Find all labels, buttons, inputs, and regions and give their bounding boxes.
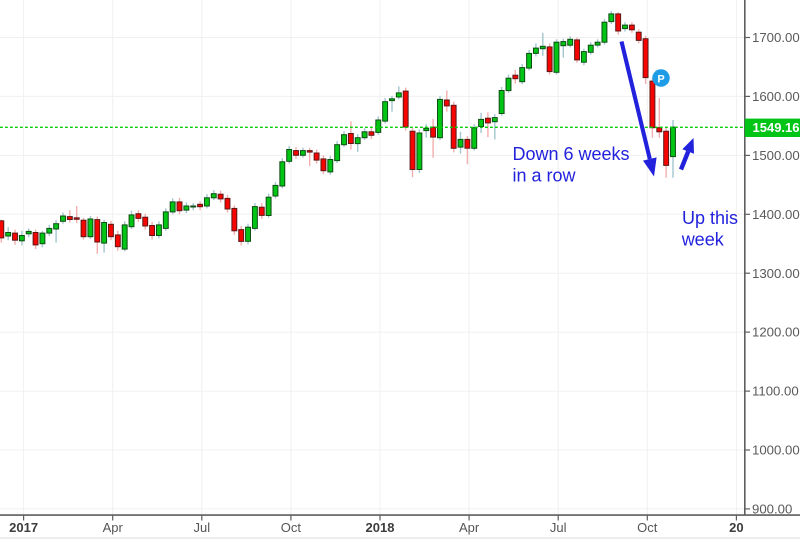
svg-text:week: week: [681, 229, 725, 249]
svg-text:1200.00: 1200.00: [752, 325, 800, 340]
svg-text:1549.16: 1549.16: [753, 120, 800, 135]
svg-text:Down 6 weeks: Down 6 weeks: [513, 144, 630, 164]
svg-text:P: P: [657, 73, 664, 85]
svg-text:Up this: Up this: [682, 208, 738, 228]
svg-text:Oct: Oct: [637, 520, 658, 535]
svg-text:1100.00: 1100.00: [752, 384, 799, 399]
svg-text:2017: 2017: [9, 520, 38, 535]
svg-text:2018: 2018: [366, 520, 395, 535]
svg-text:Jul: Jul: [550, 520, 567, 535]
svg-text:Apr: Apr: [459, 520, 480, 535]
svg-text:Oct: Oct: [281, 520, 302, 535]
svg-text:1300.00: 1300.00: [752, 266, 800, 281]
svg-text:Apr: Apr: [103, 520, 124, 535]
svg-text:1600.00: 1600.00: [752, 89, 800, 104]
svg-text:900.00: 900.00: [752, 502, 792, 517]
svg-text:1400.00: 1400.00: [752, 207, 800, 222]
svg-text:in a row: in a row: [513, 165, 577, 185]
svg-text:1500.00: 1500.00: [752, 148, 800, 163]
svg-text:20: 20: [729, 520, 743, 535]
svg-text:1000.00: 1000.00: [752, 443, 800, 458]
svg-text:Jul: Jul: [193, 520, 210, 535]
svg-text:1700.00: 1700.00: [752, 30, 800, 45]
